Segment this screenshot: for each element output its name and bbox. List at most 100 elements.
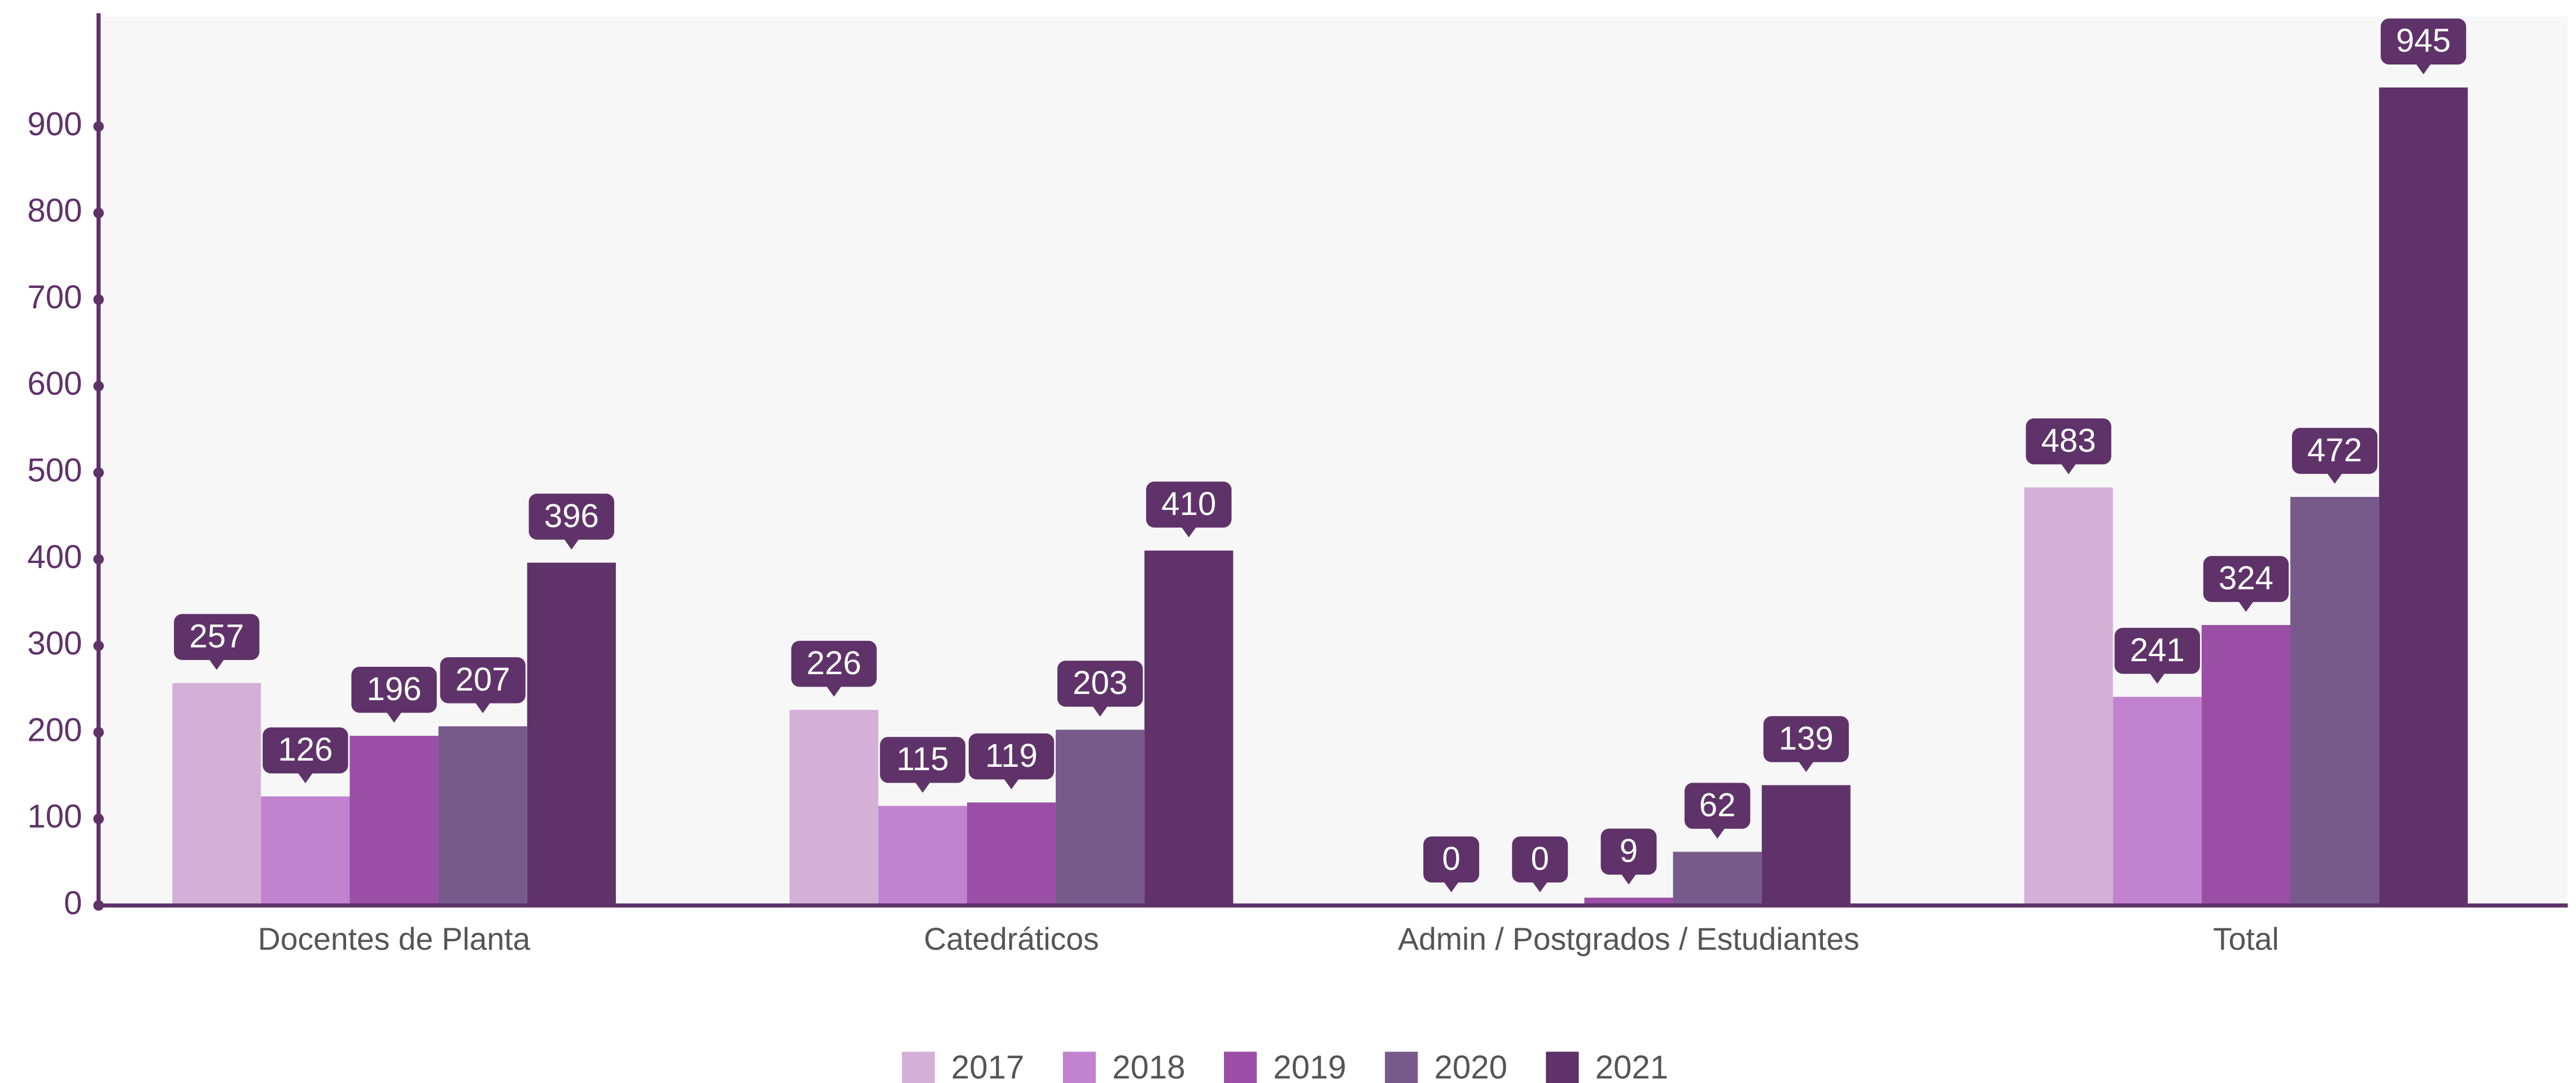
value-label-pointer	[914, 781, 931, 793]
legend-label: 2021	[1595, 1049, 1668, 1083]
value-label: 126	[278, 731, 333, 768]
y-tick-label: 700	[27, 279, 82, 316]
y-tick-label: 300	[27, 625, 82, 662]
value-label-pointer	[1620, 873, 1637, 885]
value-label-bg	[2026, 418, 2111, 465]
value-label-bg	[1512, 836, 1568, 883]
value-label-pointer	[1180, 526, 1197, 538]
bar	[1673, 851, 1762, 906]
value-label-bg	[1763, 716, 1849, 762]
value-label-bg	[528, 494, 615, 540]
value-label: 115	[896, 741, 949, 778]
value-label-bg	[968, 733, 1055, 780]
y-tick-label: 0	[64, 885, 82, 922]
value-label-pointer	[1092, 705, 1109, 717]
value-label-pointer	[208, 658, 225, 670]
value-label: 0	[1442, 840, 1460, 877]
x-tick-label: Total	[2213, 922, 2279, 957]
value-label-bg	[2381, 18, 2466, 65]
value-label-pointer	[2415, 63, 2432, 75]
y-tick-label: 100	[27, 798, 82, 835]
y-tick-label: 600	[27, 365, 82, 402]
value-label: 9	[1620, 833, 1638, 870]
value-label-bg	[1057, 661, 1143, 707]
legend-swatch	[902, 1051, 935, 1083]
bar	[438, 726, 527, 906]
bar	[261, 796, 350, 906]
value-label-pointer	[2149, 672, 2166, 684]
value-label: 139	[1779, 720, 1834, 757]
bar	[878, 806, 967, 906]
value-label-bg	[351, 666, 437, 713]
bar	[172, 683, 261, 906]
value-label-bg	[880, 737, 966, 783]
bar	[349, 736, 439, 906]
bar	[2113, 697, 2202, 906]
bar	[1144, 551, 1234, 906]
value-label: 0	[1531, 840, 1549, 877]
legend-label: 2018	[1112, 1049, 1185, 1083]
value-label-pointer	[2326, 472, 2343, 484]
bar	[789, 710, 878, 906]
value-label: 119	[985, 737, 1038, 774]
value-label-pointer	[1532, 880, 1549, 893]
value-label: 324	[2219, 560, 2273, 597]
value-label: 396	[544, 497, 599, 534]
bar	[1761, 785, 1851, 906]
value-label: 62	[1699, 787, 1736, 823]
value-label: 241	[2130, 632, 2185, 669]
value-label-bg	[2114, 627, 2200, 674]
x-tick-label: Admin / Postgrados / Estudiantes	[1398, 922, 1859, 957]
value-label: 196	[367, 671, 422, 708]
y-tick-label: 500	[27, 452, 82, 488]
value-label-pointer	[1003, 778, 1020, 789]
bar	[527, 562, 616, 906]
value-label-bg	[440, 657, 526, 704]
bar	[1056, 730, 1145, 906]
value-label-bg	[263, 727, 348, 774]
value-label-bg	[174, 614, 260, 660]
x-tick-label: Docentes de Planta	[258, 922, 531, 957]
legend-swatch	[1062, 1051, 1096, 1083]
value-label-pointer	[1797, 760, 1814, 772]
bar	[2201, 625, 2291, 906]
value-label-bg	[791, 640, 877, 687]
legend-swatch	[1385, 1051, 1418, 1083]
value-label: 483	[2041, 422, 2096, 459]
value-label: 945	[2396, 23, 2451, 59]
legend-label: 2017	[951, 1049, 1024, 1083]
value-label: 226	[807, 645, 861, 682]
legend-swatch	[1546, 1051, 1579, 1083]
value-label-bg	[1423, 836, 1480, 883]
y-tick-label: 900	[27, 106, 82, 142]
value-label-pointer	[297, 771, 314, 784]
x-tick-label: Catedráticos	[924, 922, 1099, 957]
value-label-pointer	[563, 538, 580, 550]
value-label-bg	[1600, 828, 1657, 875]
y-tick-label: 400	[27, 539, 82, 575]
bar	[966, 802, 1056, 906]
value-label-pointer	[1709, 827, 1726, 839]
value-label: 203	[1073, 665, 1127, 701]
value-label: 207	[456, 661, 510, 698]
value-label-pointer	[825, 685, 842, 697]
value-label-pointer	[2237, 600, 2254, 612]
value-label-pointer	[474, 701, 491, 713]
legend-label: 2020	[1434, 1049, 1507, 1083]
value-label-pointer	[1443, 880, 1460, 893]
bar	[2379, 87, 2468, 906]
value-label: 257	[189, 618, 244, 654]
value-label: 472	[2307, 432, 2362, 469]
bar	[2290, 497, 2380, 906]
y-tick-label: 200	[27, 711, 82, 748]
legend-label: 2019	[1273, 1049, 1346, 1083]
value-label-pointer	[386, 711, 403, 723]
y-tick-label: 800	[27, 193, 82, 229]
value-label-bg	[2291, 427, 2378, 474]
value-label-pointer	[2060, 462, 2077, 474]
value-label-bg	[1146, 481, 1232, 528]
bar	[2024, 487, 2113, 906]
value-label: 410	[1161, 486, 1216, 522]
